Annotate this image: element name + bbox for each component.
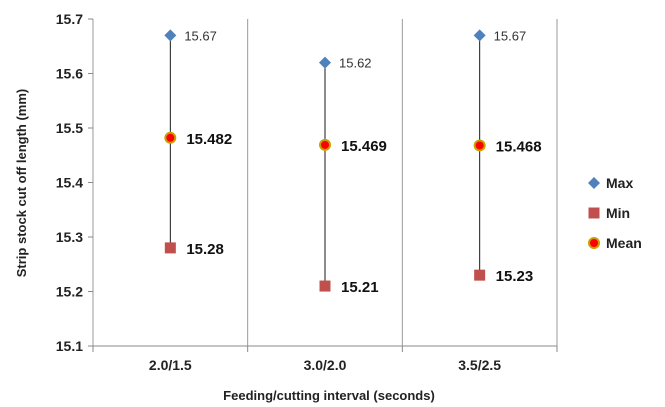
max-data-label: 15.67 [184, 28, 217, 43]
max-marker [164, 29, 177, 42]
max-data-label: 15.62 [339, 56, 372, 71]
mean-marker [473, 139, 486, 152]
x-tick-label: 2.0/1.5 [149, 357, 192, 373]
axes [88, 18, 558, 352]
x-tick-label: 3.5/2.5 [458, 357, 501, 373]
mean-data-label: 15.468 [496, 138, 542, 155]
min-data-label: 15.21 [341, 279, 379, 296]
legend-label: Mean [606, 235, 642, 251]
y-tick-label: 15.7 [56, 11, 83, 27]
legend-marker-mean [588, 237, 600, 249]
legend: Max Min Mean [588, 175, 642, 251]
legend-label: Max [606, 175, 633, 191]
x-axis-title: Feeding/cutting interval (seconds) [223, 388, 435, 403]
legend-item-max: Max [588, 175, 633, 191]
mean-marker [164, 131, 177, 144]
mean-marker [319, 138, 331, 151]
min-data-label: 15.23 [496, 268, 534, 285]
data-labels: 15.67 15.28 15.482 15.62 15.21 15.469 15.67 15.… [184, 28, 541, 296]
min-marker [474, 269, 486, 281]
data-markers [164, 29, 486, 292]
min-marker [164, 242, 176, 254]
legend-item-min: Min [588, 205, 630, 221]
legend-marker-max [588, 177, 600, 189]
y-tick-label: 15.1 [56, 338, 83, 354]
min-marker [319, 280, 331, 292]
legend-item-mean: Mean [588, 235, 642, 251]
max-data-label: 15.67 [494, 28, 527, 43]
mean-data-label: 15.482 [186, 131, 232, 148]
max-marker [473, 29, 486, 42]
y-axis-title: Strip stock cut off length (mm) [14, 89, 29, 278]
legend-label: Min [606, 205, 630, 221]
legend-marker-min [588, 207, 600, 219]
y-tick-label: 15.3 [56, 229, 83, 245]
mean-data-label: 15.469 [341, 138, 387, 155]
max-marker [319, 56, 331, 69]
x-tick-label: 3.0/2.0 [304, 357, 347, 373]
y-tick-label: 15.2 [56, 284, 83, 300]
y-tick-label: 15.4 [56, 175, 83, 191]
y-tick-label: 15.5 [56, 120, 83, 136]
min-data-label: 15.28 [186, 241, 224, 258]
tick-labels: 15.1 15.2 15.3 15.4 15.5 15.6 15.7 2.0/1.5 3.0/2… [56, 11, 502, 373]
y-tick-label: 15.6 [56, 66, 83, 82]
